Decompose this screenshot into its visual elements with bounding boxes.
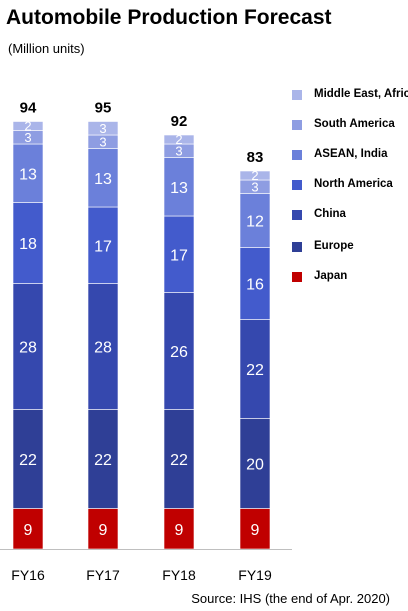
legend-swatch — [292, 120, 302, 130]
data-label: 20 — [246, 457, 264, 474]
data-label: 22 — [170, 452, 188, 469]
data-label: 18 — [19, 236, 37, 253]
data-label: 3 — [99, 134, 106, 149]
data-label: 28 — [19, 340, 37, 357]
legend-swatch — [292, 90, 302, 100]
data-label: 9 — [24, 522, 33, 539]
x-tick-label: FY17 — [86, 567, 120, 583]
x-tick-label: FY18 — [162, 567, 196, 583]
data-label: 17 — [170, 247, 188, 264]
data-label: 13 — [94, 171, 112, 188]
source-note: Source: IHS (the end of Apr. 2020) — [191, 591, 390, 606]
data-label: 9 — [251, 522, 260, 539]
data-label: 2 — [251, 168, 258, 183]
data-label: 2 — [175, 132, 182, 147]
total-label: 92 — [171, 113, 188, 130]
data-label: 28 — [94, 340, 112, 357]
data-label: 9 — [175, 522, 184, 539]
data-label: 17 — [94, 238, 112, 255]
legend-label: Middle East, Africa — [314, 88, 408, 100]
legend-swatch — [292, 210, 302, 220]
data-label: 22 — [19, 452, 37, 469]
legend-swatch — [292, 272, 302, 282]
legend-swatch — [292, 150, 302, 160]
data-label: 2 — [24, 119, 31, 134]
data-label: 3 — [99, 121, 106, 136]
data-label: 13 — [19, 166, 37, 183]
total-label: 94 — [20, 100, 37, 117]
data-label: 12 — [246, 214, 264, 231]
data-label: 26 — [170, 344, 188, 361]
legend-label: China — [314, 208, 346, 220]
data-label: 22 — [94, 452, 112, 469]
x-tick-label: FY19 — [238, 567, 272, 583]
x-tick-label: FY16 — [11, 567, 45, 583]
data-label: 9 — [99, 522, 108, 539]
legend-swatch — [292, 242, 302, 252]
legend-label: Japan — [314, 270, 347, 282]
legend-label: ASEAN, India — [314, 148, 387, 160]
legend-label: North America — [314, 178, 393, 190]
total-label: 95 — [95, 100, 112, 117]
total-label: 83 — [247, 149, 264, 166]
data-label: 16 — [246, 277, 264, 294]
legend-swatch — [292, 180, 302, 190]
data-label: 13 — [170, 180, 188, 197]
legend-label: South America — [314, 118, 395, 130]
legend-label: Europe — [314, 240, 354, 252]
data-label: 22 — [246, 362, 264, 379]
